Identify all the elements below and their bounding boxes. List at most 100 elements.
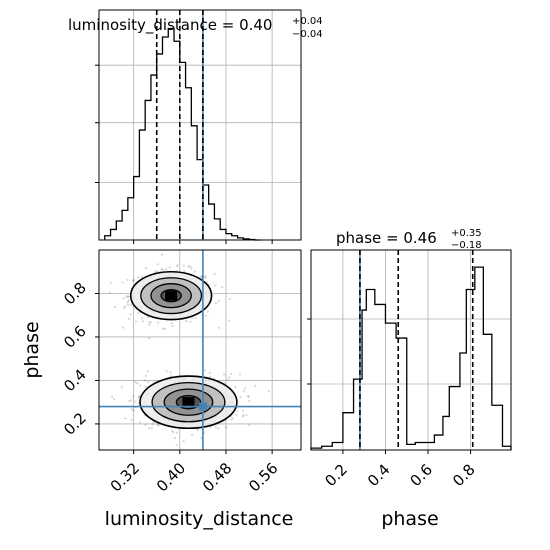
- sample-point: [226, 378, 229, 381]
- sample-point: [136, 312, 139, 315]
- sample-point: [171, 429, 174, 433]
- sample-point: [173, 456, 175, 458]
- y-axis-label-phase: phase: [21, 321, 43, 378]
- sample-point: [213, 272, 216, 275]
- x-tick-label: 0.2: [321, 460, 351, 490]
- sample-point: [182, 264, 185, 267]
- sample-point: [123, 305, 127, 308]
- sample-point: [190, 267, 193, 270]
- sample-point: [254, 384, 257, 387]
- sample-point: [248, 424, 251, 427]
- sample-point: [170, 322, 173, 325]
- sample-point: [223, 373, 226, 376]
- sample-point: [156, 270, 159, 273]
- y-tick-label: 0.8: [60, 279, 90, 309]
- sample-point: [175, 444, 178, 447]
- luminosity-distance-title: luminosity_distance = 0.40 +0.04 −0.04: [68, 16, 323, 40]
- sample-point: [191, 317, 194, 320]
- sample-point: [217, 427, 220, 430]
- sample-point: [241, 415, 245, 418]
- x-axis-label-phase: phase: [381, 508, 438, 530]
- sample-point: [96, 280, 98, 282]
- ld-title-minus: −0.04: [292, 29, 323, 40]
- sample-point: [165, 268, 168, 271]
- sample-point: [156, 423, 159, 426]
- axes-frame: [98, 249, 302, 451]
- sample-point: [189, 265, 192, 268]
- sample-point: [130, 418, 133, 421]
- sample-point: [161, 327, 164, 330]
- sample-point: [193, 270, 196, 273]
- sample-point: [127, 295, 131, 298]
- sample-point: [111, 395, 114, 398]
- ld-title-param: luminosity_distance: [68, 16, 217, 35]
- x-tick-label: 0.6: [407, 460, 437, 490]
- sample-point: [140, 317, 144, 320]
- sample-point: [172, 431, 175, 434]
- sample-point: [236, 410, 239, 413]
- sample-point: [134, 400, 137, 403]
- axes-frame: [310, 249, 512, 451]
- sample-point: [113, 305, 117, 309]
- sample-point: [145, 267, 148, 270]
- sample-point: [148, 337, 151, 340]
- joint-density-panel: 0.32 0.40 0.48 0.56 0.2 0.4 0.6 0.8: [60, 249, 302, 495]
- phase-histogram-panel: 0.2 0.4 0.6 0.8: [307, 249, 512, 490]
- sample-point: [150, 427, 153, 430]
- sample-point: [126, 303, 130, 306]
- truth-marker: [198, 402, 207, 411]
- sample-point: [165, 370, 168, 373]
- sample-point: [227, 319, 230, 322]
- sample-point: [143, 379, 146, 382]
- sample-point: [228, 376, 231, 379]
- sample-point: [242, 414, 245, 417]
- sample-point: [141, 276, 144, 279]
- sample-point: [126, 301, 129, 304]
- sample-point: [221, 286, 224, 289]
- sample-point: [113, 397, 116, 401]
- sample-point: [208, 371, 211, 374]
- sample-point: [231, 417, 234, 420]
- sample-point: [148, 427, 151, 430]
- x-tick-label: 0.40: [153, 459, 189, 495]
- sample-point: [129, 313, 132, 316]
- sample-point: [234, 385, 237, 389]
- sample-point: [230, 418, 233, 421]
- sample-point: [176, 263, 179, 266]
- sample-point: [229, 372, 233, 376]
- ld-title-plus: +0.04: [292, 16, 323, 27]
- sample-point: [127, 317, 131, 320]
- svg-text:phase = 0.46: phase = 0.46: [336, 229, 437, 247]
- sample-point: [136, 382, 139, 385]
- sample-point: [194, 316, 197, 320]
- x-tick-label: 0.56: [245, 459, 281, 495]
- sample-point: [228, 298, 232, 301]
- sample-point: [148, 323, 151, 326]
- sample-point: [141, 320, 144, 323]
- sample-point: [120, 386, 123, 389]
- sample-point: [137, 276, 140, 279]
- y-tick-label: 0.2: [60, 409, 90, 439]
- sample-point: [217, 299, 220, 302]
- sample-point: [182, 440, 185, 443]
- sample-point: [156, 263, 159, 266]
- sample-point: [175, 431, 178, 434]
- density-peak: [165, 290, 178, 301]
- sample-point: [204, 314, 207, 317]
- sample-point: [214, 284, 217, 287]
- sample-point: [160, 253, 163, 256]
- sample-point: [148, 321, 151, 324]
- sample-point: [238, 373, 241, 376]
- sample-point: [128, 399, 131, 403]
- sample-point: [122, 326, 125, 329]
- x-tick-label: 0.48: [199, 459, 235, 495]
- sample-point: [185, 319, 188, 323]
- sample-point: [196, 428, 199, 431]
- sample-point: [109, 281, 112, 284]
- sample-point: [245, 414, 248, 417]
- sample-point: [191, 433, 194, 436]
- density-peak: [182, 397, 195, 408]
- sample-point: [209, 426, 212, 429]
- main-plot-area: [96, 250, 301, 458]
